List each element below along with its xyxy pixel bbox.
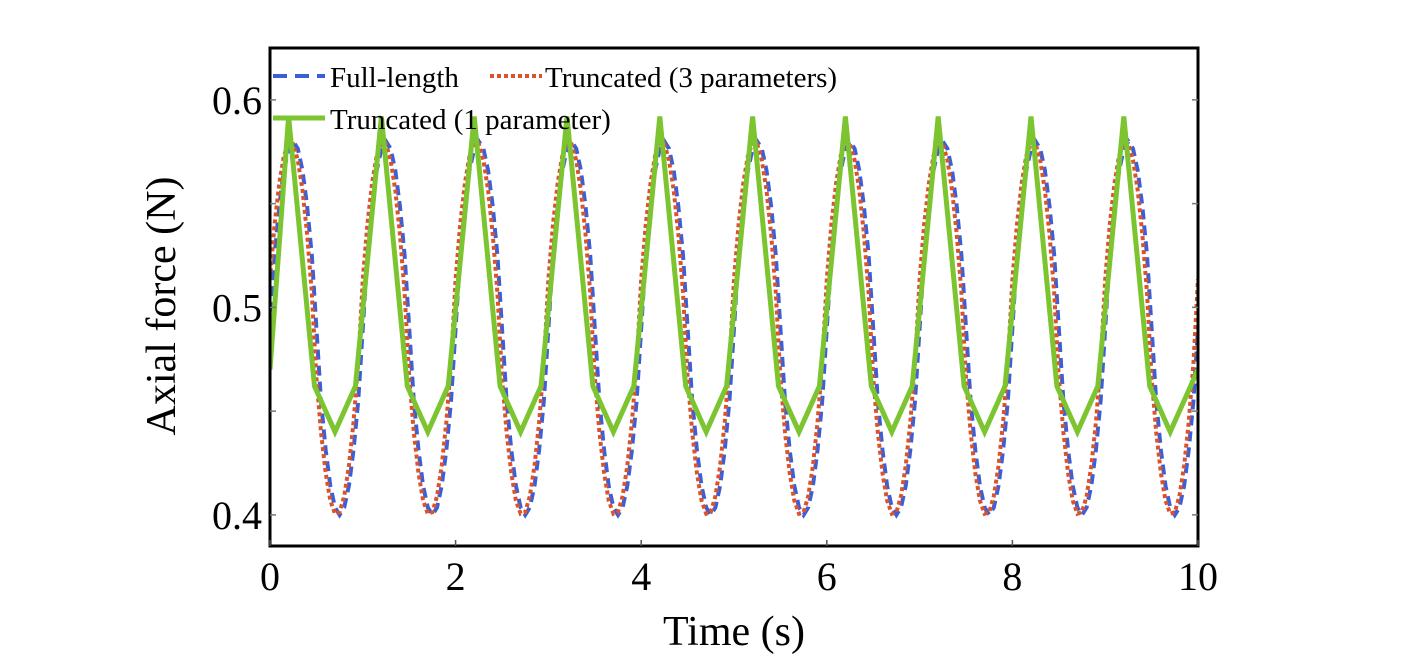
x-axis-label: Time (s) bbox=[663, 609, 805, 655]
series-truncated-3-line bbox=[270, 140, 1198, 517]
legend-label-full-length: Full-length bbox=[330, 62, 459, 94]
y-tick-label: 0.6 bbox=[212, 78, 262, 123]
x-tick-label: 2 bbox=[446, 554, 466, 599]
legend: Full-length Truncated (3 parameters) Tru… bbox=[273, 62, 837, 136]
y-tick-label: 0.5 bbox=[212, 285, 262, 330]
x-tick-label: 8 bbox=[1002, 554, 1022, 599]
plot-frame bbox=[268, 46, 1200, 548]
x-tick-label: 0 bbox=[260, 554, 280, 599]
legend-label-truncated-1: Truncated (1 parameter) bbox=[330, 104, 611, 136]
y-tick-label: 0.4 bbox=[212, 493, 262, 538]
x-tick-label: 6 bbox=[817, 554, 837, 599]
legend-label-truncated-3: Truncated (3 parameters) bbox=[545, 62, 837, 94]
y-axis-label: Axial force (N) bbox=[139, 177, 185, 436]
x-tick-label: 10 bbox=[1178, 554, 1218, 599]
series-truncated-1-line bbox=[270, 116, 1198, 439]
x-tick-label: 4 bbox=[631, 554, 651, 599]
